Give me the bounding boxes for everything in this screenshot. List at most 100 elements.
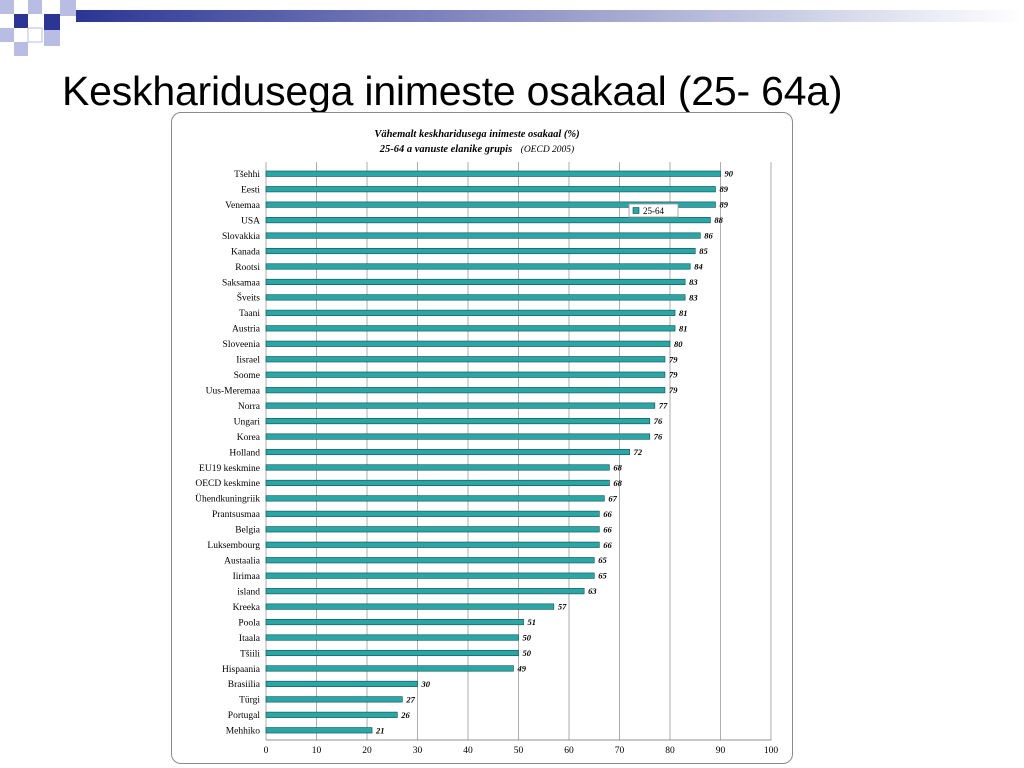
chart-source-note: (OECD 2005) [521, 144, 575, 155]
value-label: 89 [719, 200, 728, 210]
bar [265, 402, 656, 409]
bar [265, 371, 666, 378]
value-label: 65 [598, 571, 607, 581]
value-label: 80 [674, 339, 683, 349]
value-label: 83 [689, 292, 698, 302]
value-label: 76 [654, 432, 663, 442]
value-label: 30 [421, 679, 431, 689]
bar [265, 572, 595, 579]
value-label: 79 [669, 354, 678, 364]
bar [265, 448, 630, 456]
x-tick-label: 0 [264, 746, 269, 756]
bar [265, 278, 686, 285]
category-label: Sloveenia [223, 340, 261, 350]
chart-legend: 25-64 [628, 203, 679, 218]
bar [265, 170, 721, 177]
slide-decoration [0, 0, 1024, 56]
value-label: 84 [694, 261, 703, 271]
category-label: island [237, 587, 260, 597]
category-label: Tšiili [240, 649, 260, 659]
category-label: Norra [238, 402, 261, 412]
category-label: Slovakkia [222, 232, 261, 242]
bar [265, 526, 600, 533]
value-labels: 9089898886858483838181807979797776767268… [375, 169, 734, 736]
bar [265, 433, 651, 440]
bar [265, 665, 514, 672]
bar [265, 186, 716, 193]
bar [265, 309, 676, 316]
value-label: 51 [528, 617, 537, 627]
bar [265, 696, 403, 703]
bar [265, 634, 519, 641]
category-label: Prantsusmaa [212, 510, 261, 520]
bar [265, 649, 519, 657]
category-label: Mehhiko [226, 727, 261, 737]
value-label: 79 [669, 370, 678, 380]
x-tick-label: 90 [716, 746, 726, 756]
slide-title: Keskharidusega inimeste osakaal (25- 64a… [62, 68, 843, 114]
category-labels: Tšehhi Eesti Venemaa USA Slovakkia Kanada Root… [195, 170, 261, 737]
chart-title: Vähemalt keskharidusega inimeste osakaal… [374, 129, 579, 140]
bar [265, 387, 666, 394]
bar [265, 479, 610, 486]
bar [265, 510, 600, 517]
category-label: Soome [234, 371, 260, 381]
category-label: Poola [238, 618, 260, 628]
bar [265, 247, 696, 255]
category-label: Luksembourg [207, 541, 260, 551]
category-label: Portugal [228, 711, 261, 721]
category-label: USA [241, 216, 260, 226]
bar [265, 557, 595, 564]
bar [265, 464, 610, 471]
x-tick-label: 100 [764, 746, 779, 756]
category-label: Eesti [241, 185, 260, 195]
value-label: 81 [679, 323, 688, 333]
bar [265, 325, 676, 332]
bar [265, 541, 600, 548]
chart-frame: Vähemalt keskharidusega inimeste osakaal… [171, 112, 793, 764]
x-tick-label: 70 [615, 746, 625, 756]
bar [265, 680, 418, 687]
value-label: 66 [603, 509, 612, 519]
category-label: EU19 keskmine [199, 464, 260, 474]
value-label: 49 [516, 663, 526, 673]
category-label: Korea [237, 433, 261, 443]
value-label: 66 [603, 524, 612, 534]
bar [265, 495, 605, 502]
value-label: 86 [704, 231, 713, 241]
bar-chart: Vähemalt keskharidusega inimeste osakaal… [195, 129, 779, 756]
value-label: 89 [719, 184, 728, 194]
category-label: Venemaa [225, 201, 261, 211]
bar [265, 727, 373, 734]
bar [265, 263, 691, 270]
bar [265, 603, 555, 610]
x-tick-label: 40 [463, 746, 473, 756]
category-label: Ühendkuningriik [195, 493, 260, 505]
chart-subtitle: 25-64 a vanuste elanike grupis [379, 144, 512, 155]
value-label: 21 [375, 725, 385, 735]
chart-bars [265, 170, 721, 734]
value-label: 68 [613, 462, 622, 472]
value-label: 88 [714, 215, 723, 225]
value-label: 81 [679, 308, 688, 318]
value-label: 90 [725, 169, 734, 179]
bar [265, 418, 651, 425]
bar [265, 217, 711, 224]
value-label: 63 [588, 586, 597, 596]
x-tick-label: 60 [564, 746, 574, 756]
category-label: Ungari [234, 417, 261, 427]
category-label: Holland [229, 448, 260, 458]
x-tick-label: 50 [514, 746, 524, 756]
value-label: 76 [654, 416, 663, 426]
x-axis-ticks: 0 10 20 30 40 50 60 70 80 90 100 [264, 746, 779, 756]
value-label: 50 [523, 633, 532, 643]
value-label: 26 [400, 710, 410, 720]
value-label: 85 [699, 246, 708, 256]
category-label: Tšehhi [234, 170, 260, 180]
category-label: Belgia [235, 526, 261, 536]
category-label: Iirimaa [233, 572, 261, 582]
category-label: Rootsi [235, 263, 260, 273]
bar [265, 619, 524, 626]
category-label: Hispaania [222, 665, 261, 675]
bar [265, 356, 666, 363]
